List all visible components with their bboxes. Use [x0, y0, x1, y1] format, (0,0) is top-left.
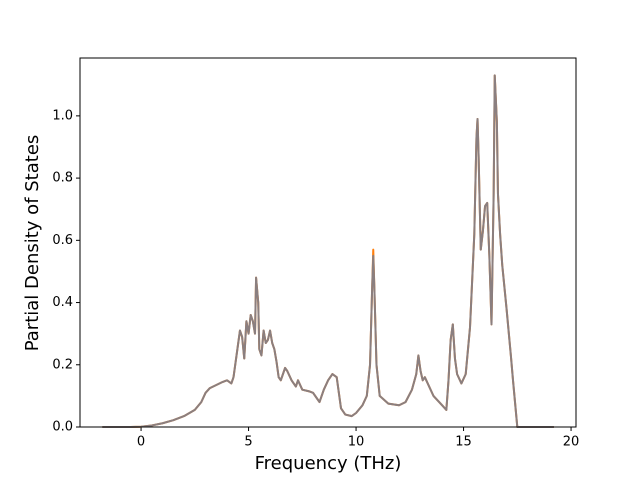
- x-tick-label: 0: [137, 435, 145, 450]
- series-line: [102, 74, 554, 428]
- x-tick-label: 20: [563, 435, 580, 450]
- y-axis-label: Partial Density of States: [22, 135, 43, 352]
- series-line: [102, 74, 554, 428]
- y-tick-label: 0.6: [52, 233, 73, 248]
- y-tick-label: 1.0: [52, 108, 73, 123]
- x-tick-label: 5: [244, 435, 252, 450]
- x-tick-label: 10: [348, 435, 365, 450]
- plot-frame: [79, 57, 577, 428]
- y-tick-label: 0.2: [52, 357, 73, 372]
- x-tick-label: 15: [455, 435, 472, 450]
- y-tick-label: 0.0: [52, 420, 73, 435]
- y-tick-label: 0.4: [52, 295, 73, 310]
- y-tick-label: 0.8: [52, 171, 73, 186]
- x-axis-label: Frequency (THz): [255, 453, 402, 474]
